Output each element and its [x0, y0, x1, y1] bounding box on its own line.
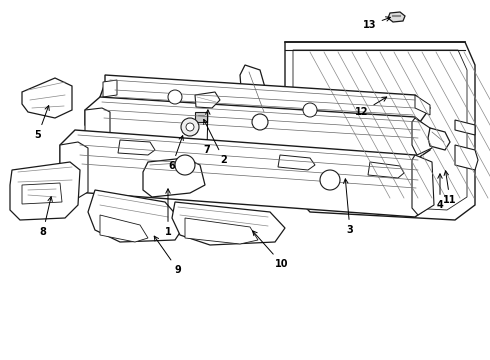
Text: 1: 1 [165, 189, 172, 237]
Circle shape [252, 114, 268, 130]
Polygon shape [240, 65, 270, 132]
Polygon shape [412, 118, 432, 155]
Polygon shape [368, 162, 404, 178]
Circle shape [186, 123, 194, 131]
Text: 11: 11 [443, 171, 457, 205]
Text: 5: 5 [35, 105, 49, 140]
Text: 13: 13 [363, 17, 391, 30]
Circle shape [320, 170, 340, 190]
Polygon shape [388, 12, 405, 22]
Polygon shape [60, 130, 432, 217]
Polygon shape [412, 155, 434, 215]
Polygon shape [455, 145, 478, 170]
Circle shape [175, 155, 195, 175]
Polygon shape [100, 75, 430, 132]
Polygon shape [455, 120, 475, 135]
Polygon shape [195, 112, 207, 122]
Circle shape [168, 90, 182, 104]
Polygon shape [100, 215, 148, 242]
Polygon shape [428, 128, 450, 150]
Polygon shape [143, 158, 205, 197]
Polygon shape [85, 97, 430, 160]
Polygon shape [88, 190, 185, 242]
Polygon shape [285, 42, 475, 220]
Text: 6: 6 [169, 136, 183, 171]
Text: 9: 9 [154, 236, 181, 275]
Text: 8: 8 [40, 197, 52, 237]
Text: 12: 12 [355, 97, 387, 117]
Polygon shape [22, 183, 62, 204]
Polygon shape [60, 142, 88, 198]
Text: 2: 2 [204, 120, 227, 165]
Polygon shape [293, 50, 467, 210]
Polygon shape [118, 140, 155, 155]
Polygon shape [172, 202, 285, 245]
Polygon shape [10, 162, 80, 220]
Text: 10: 10 [252, 231, 289, 269]
Text: 7: 7 [204, 110, 210, 155]
Text: 3: 3 [343, 179, 353, 235]
Text: 4: 4 [437, 174, 443, 210]
Polygon shape [195, 92, 220, 108]
Polygon shape [103, 80, 117, 97]
Polygon shape [22, 78, 72, 118]
Polygon shape [85, 108, 110, 142]
Circle shape [303, 103, 317, 117]
Polygon shape [278, 155, 315, 170]
Circle shape [181, 118, 199, 136]
Polygon shape [185, 218, 258, 244]
Polygon shape [415, 95, 430, 115]
